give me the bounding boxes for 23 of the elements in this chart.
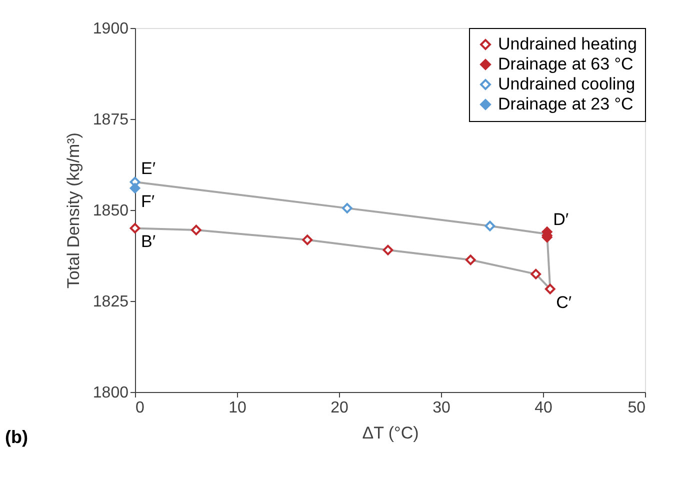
x-tick-label: 50 bbox=[628, 400, 646, 416]
x-tick-label: 10 bbox=[228, 400, 246, 416]
annotation: D′ bbox=[553, 210, 569, 229]
y-tick-label: 1900 bbox=[92, 20, 129, 38]
y-tick-label: 1875 bbox=[92, 112, 129, 128]
annotation: F′ bbox=[141, 192, 155, 212]
annotation: B′ bbox=[141, 232, 156, 252]
y-tick-label: 1825 bbox=[92, 294, 129, 310]
y-axis-title: Total Density (kg/m³) bbox=[64, 132, 83, 288]
legend-label: Undrained cooling bbox=[498, 74, 636, 94]
x-tick-label: 40 bbox=[534, 400, 552, 416]
x-tick-label: 0 bbox=[136, 400, 144, 416]
legend-label: Drainage at 63 °C bbox=[498, 54, 634, 74]
x-tick-label: 20 bbox=[330, 400, 348, 416]
x-axis-title: ΔT (°C) bbox=[362, 424, 419, 442]
annotation: E′ bbox=[141, 158, 156, 178]
x-tick-label: 30 bbox=[432, 400, 450, 416]
text: (b) bbox=[5, 427, 28, 447]
y-tick-label: 1850 bbox=[92, 202, 129, 220]
annotation: C′ bbox=[556, 292, 572, 312]
legend-label: Undrained heating bbox=[498, 34, 637, 54]
y-tick-label: 1800 bbox=[92, 384, 129, 402]
legend-label: Drainage at 23 °C bbox=[498, 94, 634, 114]
